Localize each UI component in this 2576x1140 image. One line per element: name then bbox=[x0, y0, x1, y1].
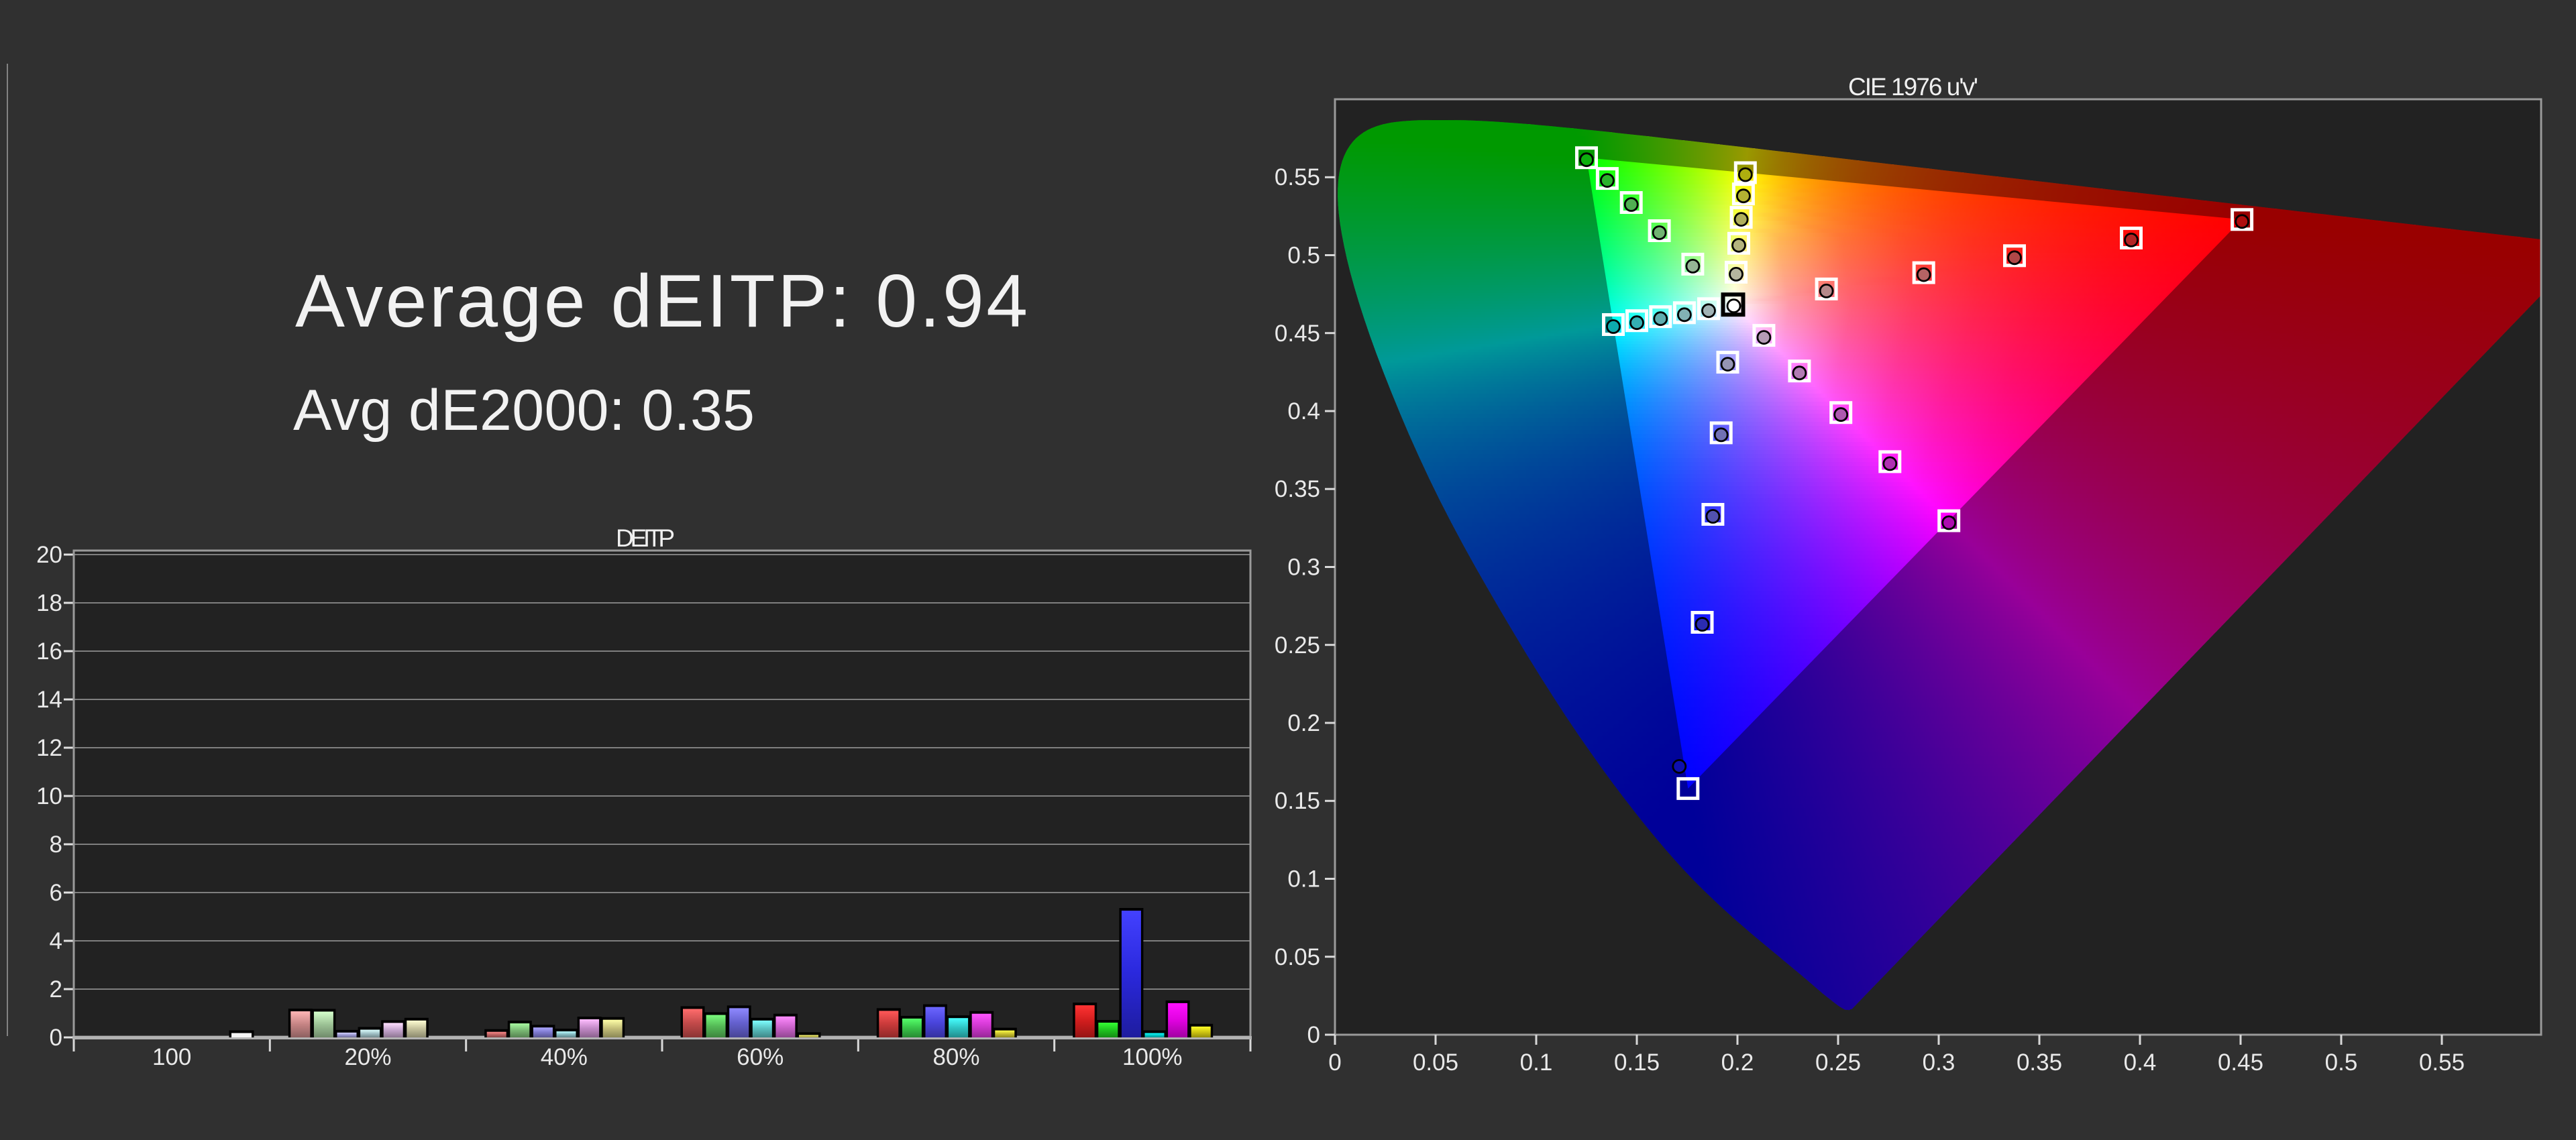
svg-text:16: 16 bbox=[36, 638, 62, 665]
svg-text:0.05: 0.05 bbox=[1413, 1049, 1458, 1076]
svg-text:10: 10 bbox=[36, 783, 62, 809]
svg-text:0.25: 0.25 bbox=[1815, 1049, 1861, 1076]
svg-text:100: 100 bbox=[152, 1044, 191, 1070]
svg-text:0.35: 0.35 bbox=[2017, 1049, 2062, 1076]
svg-text:100%: 100% bbox=[1122, 1044, 1183, 1070]
svg-text:80%: 80% bbox=[932, 1044, 979, 1070]
svg-text:0.25: 0.25 bbox=[1275, 632, 1320, 659]
svg-text:60%: 60% bbox=[737, 1044, 784, 1070]
svg-text:18: 18 bbox=[36, 590, 62, 616]
svg-text:0.5: 0.5 bbox=[1287, 243, 1320, 269]
svg-text:8: 8 bbox=[50, 832, 62, 858]
svg-text:DEITP: DEITP bbox=[616, 524, 675, 552]
svg-text:0.15: 0.15 bbox=[1614, 1049, 1660, 1076]
svg-text:0: 0 bbox=[1307, 1022, 1320, 1048]
svg-text:14: 14 bbox=[36, 687, 62, 713]
svg-text:20: 20 bbox=[36, 542, 62, 568]
svg-text:0.45: 0.45 bbox=[2218, 1049, 2263, 1076]
svg-text:0.05: 0.05 bbox=[1275, 944, 1320, 970]
svg-text:4: 4 bbox=[50, 928, 62, 954]
svg-text:Average dEITP: 0.94: Average dEITP: 0.94 bbox=[295, 260, 1028, 343]
svg-text:40%: 40% bbox=[541, 1044, 588, 1070]
svg-text:0.2: 0.2 bbox=[1287, 710, 1320, 736]
svg-text:0.1: 0.1 bbox=[1287, 866, 1320, 893]
svg-text:0.4: 0.4 bbox=[2124, 1049, 2157, 1076]
svg-text:0: 0 bbox=[1328, 1049, 1341, 1076]
svg-text:12: 12 bbox=[36, 735, 62, 761]
svg-text:0.55: 0.55 bbox=[1275, 164, 1320, 190]
svg-text:0.3: 0.3 bbox=[1923, 1049, 1955, 1076]
svg-text:Avg dE2000: 0.35: Avg dE2000: 0.35 bbox=[293, 378, 755, 443]
svg-text:0.2: 0.2 bbox=[1721, 1049, 1754, 1076]
svg-text:2: 2 bbox=[50, 976, 62, 1003]
svg-text:0.5: 0.5 bbox=[2325, 1049, 2358, 1076]
svg-text:0.4: 0.4 bbox=[1287, 398, 1320, 424]
svg-text:0.1: 0.1 bbox=[1520, 1049, 1553, 1076]
svg-text:6: 6 bbox=[50, 880, 62, 906]
svg-text:0.55: 0.55 bbox=[2419, 1049, 2465, 1076]
svg-text:CIE 1976 u'v': CIE 1976 u'v' bbox=[1848, 73, 1978, 101]
svg-text:0: 0 bbox=[50, 1025, 62, 1051]
svg-text:0.3: 0.3 bbox=[1287, 555, 1320, 581]
svg-text:0.35: 0.35 bbox=[1275, 476, 1320, 502]
svg-text:0.15: 0.15 bbox=[1275, 788, 1320, 814]
svg-text:20%: 20% bbox=[344, 1044, 391, 1070]
svg-text:0.45: 0.45 bbox=[1275, 321, 1320, 347]
